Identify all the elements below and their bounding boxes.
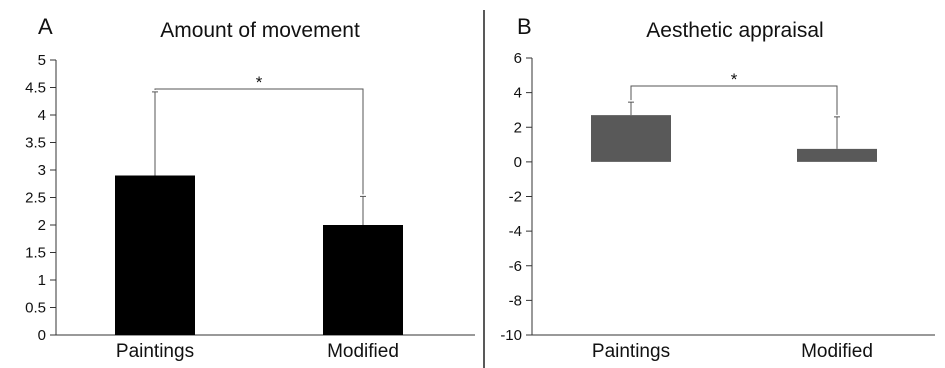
- panel-a-title: Amount of movement: [160, 19, 360, 42]
- panel-b-letter: B: [517, 14, 532, 39]
- panel-a-y-tick-label: 1.5: [25, 245, 46, 262]
- panel-b: B Aesthetic appraisal -10 -8 -6 -4 -2 0 2 4 6 Pai…: [500, 14, 935, 362]
- panel-a-y-tick-label: 2: [38, 217, 46, 234]
- panel-b-title: Aesthetic appraisal: [646, 19, 823, 42]
- panel-a: A Amount of movement 0 0.5 1 1.5 2 2.5 3 3.5 4 4.…: [25, 14, 475, 362]
- panel-a-y-tick-label: 3.5: [25, 135, 46, 152]
- panel-a-y-tick-label: 3: [38, 162, 46, 179]
- panel-b-bar-paintings: [591, 115, 671, 162]
- panel-b-y-tick-label: 6: [514, 50, 522, 67]
- panel-a-y-tick-label: 1: [38, 272, 46, 289]
- panel-b-y-tick-label: -10: [500, 327, 522, 344]
- panel-a-bar-modified: [323, 225, 403, 335]
- panel-a-category-label: Paintings: [116, 341, 194, 362]
- panel-b-category-label: Paintings: [592, 341, 670, 362]
- panel-a-significance-star: *: [256, 73, 263, 92]
- panel-a-letter: A: [38, 14, 53, 39]
- panel-a-category-label: Modified: [327, 341, 399, 362]
- panel-b-y-tick-label: -6: [509, 258, 522, 275]
- panel-a-significance-bracket: [154, 88, 364, 195]
- panel-b-y-tick-label: 0: [514, 154, 522, 171]
- panel-b-significance-bracket: [630, 85, 838, 115]
- panel-b-y-tick-label: 4: [514, 85, 522, 102]
- panel-b-y-tick-label: -8: [509, 292, 522, 309]
- panel-a-plot: 0 0.5 1 1.5 2 2.5 3 3.5 4 4.5 5 Paintings Modified *: [25, 52, 475, 362]
- panel-b-bar-modified: [797, 148, 877, 162]
- panel-a-y-tick-label: 4.5: [25, 80, 46, 97]
- panel-a-y-tick-label: 0: [38, 327, 46, 344]
- panel-b-y-tick-label: -2: [509, 189, 522, 206]
- panel-b-significance-star: *: [731, 70, 738, 89]
- panel-a-y-tick-label: 0.5: [25, 300, 46, 317]
- panel-b-plot: -10 -8 -6 -4 -2 0 2 4 6 Paintings Modified *: [500, 50, 935, 362]
- panel-b-y-tick-label: 2: [514, 119, 522, 136]
- panel-b-category-label: Modified: [801, 341, 873, 362]
- panel-a-y-tick-label: 2.5: [25, 190, 46, 207]
- panel-a-y-tick-label: 4: [38, 107, 46, 124]
- panel-a-bar-paintings: [115, 175, 195, 335]
- panel-b-y-tick-label: -4: [509, 223, 522, 240]
- panel-a-y-tick-label: 5: [38, 52, 46, 69]
